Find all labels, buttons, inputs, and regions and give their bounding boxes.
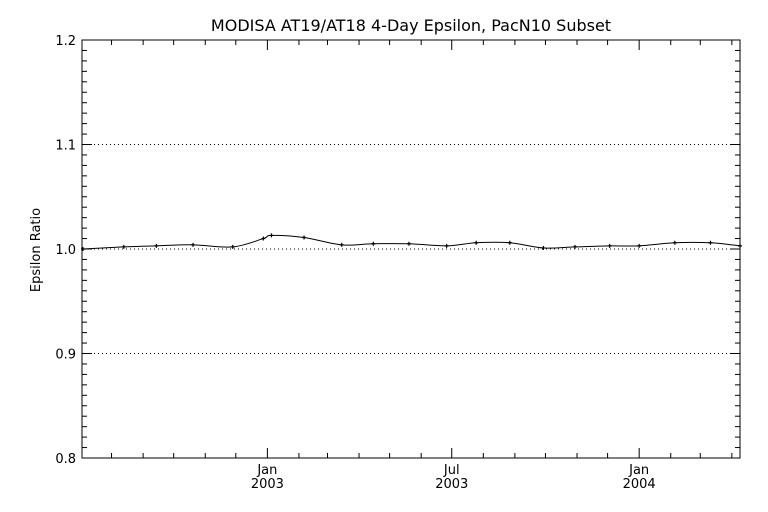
data-point bbox=[708, 240, 713, 245]
y-axis-title: Epsilon Ratio bbox=[29, 208, 44, 292]
y-tick-label: 1.1 bbox=[55, 139, 76, 154]
x-tick-label: Jul bbox=[443, 463, 460, 478]
data-point bbox=[339, 242, 344, 247]
y-tick-label: 1.0 bbox=[55, 243, 76, 258]
data-point bbox=[154, 243, 159, 248]
data-point bbox=[121, 244, 126, 249]
data-point bbox=[406, 241, 411, 246]
x-tick-label: Jan bbox=[628, 463, 649, 478]
series-line bbox=[82, 234, 741, 250]
x-tick-label: 2004 bbox=[623, 477, 656, 492]
chart-title: MODISA AT19/AT18 4-Day Epsilon, PacN10 S… bbox=[211, 16, 611, 35]
y-tick-label: 1.2 bbox=[55, 34, 76, 49]
data-point bbox=[607, 243, 612, 248]
data-point bbox=[541, 245, 546, 250]
data-point bbox=[191, 242, 196, 247]
data-point bbox=[572, 244, 577, 249]
data-point bbox=[302, 235, 307, 240]
data-point bbox=[507, 240, 512, 245]
data-point bbox=[474, 240, 479, 245]
y-axis-ticks: 0.8 0.9 1.0 1.1 1.2 bbox=[55, 34, 740, 467]
data-point bbox=[371, 241, 376, 246]
y-tick-label: 0.9 bbox=[55, 348, 76, 363]
data-point bbox=[672, 240, 677, 245]
x-tick-label: Jan bbox=[256, 463, 277, 478]
x-tick-label: 2003 bbox=[435, 477, 468, 492]
data-point bbox=[444, 243, 449, 248]
data-point bbox=[261, 236, 266, 241]
data-point bbox=[230, 244, 235, 249]
data-point bbox=[637, 243, 642, 248]
x-tick-label: 2003 bbox=[251, 477, 284, 492]
plot-frame bbox=[81, 39, 741, 459]
y-tick-label: 0.8 bbox=[55, 452, 76, 467]
gridlines bbox=[82, 144, 740, 354]
data-point bbox=[269, 233, 274, 238]
series-layer bbox=[81, 233, 742, 251]
